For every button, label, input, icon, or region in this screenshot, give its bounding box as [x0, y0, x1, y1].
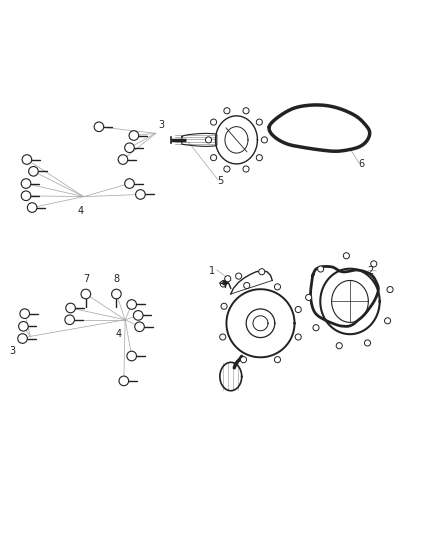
- Circle shape: [240, 357, 247, 363]
- Text: 2: 2: [367, 266, 374, 276]
- Circle shape: [371, 261, 377, 267]
- Circle shape: [125, 179, 134, 188]
- Circle shape: [224, 108, 230, 114]
- Text: 8: 8: [113, 274, 120, 285]
- Circle shape: [274, 284, 280, 290]
- Circle shape: [220, 281, 226, 287]
- Text: 5: 5: [217, 176, 223, 187]
- Text: 4: 4: [116, 329, 122, 340]
- Circle shape: [129, 131, 139, 140]
- Circle shape: [261, 137, 268, 143]
- Circle shape: [236, 273, 242, 279]
- Circle shape: [244, 282, 250, 288]
- Circle shape: [81, 289, 91, 299]
- Circle shape: [211, 155, 217, 161]
- Circle shape: [259, 269, 265, 275]
- Circle shape: [211, 119, 217, 125]
- Circle shape: [21, 179, 31, 188]
- Circle shape: [127, 351, 137, 361]
- Circle shape: [225, 276, 231, 282]
- Circle shape: [205, 137, 212, 143]
- Circle shape: [27, 203, 37, 212]
- Circle shape: [274, 357, 280, 363]
- Circle shape: [134, 311, 143, 320]
- Circle shape: [22, 155, 32, 164]
- Text: 3: 3: [159, 120, 165, 130]
- Text: 7: 7: [83, 274, 89, 285]
- Circle shape: [243, 108, 249, 114]
- Circle shape: [18, 321, 28, 331]
- Text: 6: 6: [359, 159, 365, 169]
- Text: 1: 1: [209, 266, 215, 276]
- Circle shape: [66, 303, 75, 313]
- Circle shape: [243, 166, 249, 172]
- Circle shape: [387, 287, 393, 293]
- Circle shape: [306, 294, 312, 301]
- Circle shape: [127, 300, 137, 309]
- Text: 3: 3: [10, 346, 16, 356]
- Circle shape: [112, 289, 121, 299]
- Circle shape: [318, 266, 324, 272]
- Circle shape: [364, 340, 371, 346]
- Circle shape: [125, 143, 134, 152]
- Circle shape: [224, 166, 230, 172]
- Circle shape: [223, 281, 226, 285]
- Circle shape: [336, 343, 343, 349]
- Circle shape: [313, 325, 319, 331]
- Circle shape: [256, 119, 262, 125]
- Circle shape: [343, 253, 350, 259]
- Circle shape: [385, 318, 391, 324]
- Circle shape: [295, 334, 301, 340]
- Circle shape: [18, 334, 27, 343]
- Circle shape: [221, 303, 227, 309]
- Circle shape: [119, 376, 129, 386]
- Circle shape: [256, 155, 262, 161]
- Circle shape: [135, 322, 145, 332]
- Circle shape: [295, 306, 301, 312]
- Circle shape: [118, 155, 128, 164]
- Circle shape: [94, 122, 104, 132]
- Text: 4: 4: [78, 206, 84, 216]
- Circle shape: [21, 191, 31, 200]
- Circle shape: [65, 315, 74, 325]
- Circle shape: [220, 334, 226, 340]
- Circle shape: [28, 166, 38, 176]
- Circle shape: [136, 190, 145, 199]
- Circle shape: [20, 309, 29, 318]
